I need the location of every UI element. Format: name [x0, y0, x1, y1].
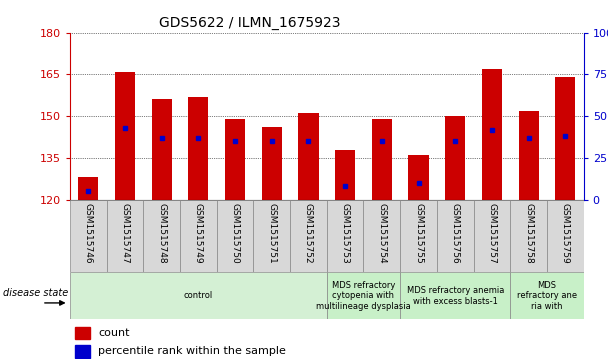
Bar: [547, 200, 584, 272]
Text: MDS refractory anemia
with excess blasts-1: MDS refractory anemia with excess blasts…: [407, 286, 504, 306]
Text: GSM1515748: GSM1515748: [157, 203, 166, 264]
Bar: [474, 200, 510, 272]
Bar: [290, 200, 327, 272]
Bar: [70, 200, 106, 272]
Text: GSM1515756: GSM1515756: [451, 203, 460, 264]
Bar: [327, 200, 364, 272]
Bar: [188, 97, 209, 200]
Text: GSM1515752: GSM1515752: [304, 203, 313, 264]
Bar: [115, 72, 135, 200]
Bar: [225, 119, 245, 200]
Text: percentile rank within the sample: percentile rank within the sample: [98, 346, 286, 356]
Bar: [400, 200, 437, 272]
Bar: [261, 127, 282, 200]
Bar: [70, 272, 327, 319]
Bar: [151, 99, 171, 200]
Bar: [78, 178, 98, 200]
Text: GSM1515759: GSM1515759: [561, 203, 570, 264]
Title: GDS5622 / ILMN_1675923: GDS5622 / ILMN_1675923: [159, 16, 340, 30]
Bar: [519, 111, 539, 200]
Bar: [437, 200, 474, 272]
Bar: [445, 116, 465, 200]
Text: disease state: disease state: [3, 289, 68, 298]
Text: GSM1515753: GSM1515753: [340, 203, 350, 264]
Bar: [409, 155, 429, 200]
Bar: [180, 200, 216, 272]
Text: GSM1515751: GSM1515751: [268, 203, 276, 264]
Bar: [364, 200, 400, 272]
Bar: [335, 150, 355, 200]
Bar: [216, 200, 254, 272]
Bar: [75, 345, 91, 358]
Bar: [510, 272, 584, 319]
Bar: [75, 327, 91, 339]
Text: GSM1515757: GSM1515757: [488, 203, 497, 264]
Text: GSM1515749: GSM1515749: [194, 203, 203, 264]
Text: GSM1515746: GSM1515746: [84, 203, 93, 264]
Bar: [254, 200, 290, 272]
Text: count: count: [98, 328, 130, 338]
Text: GSM1515755: GSM1515755: [414, 203, 423, 264]
Bar: [143, 200, 180, 272]
Text: GSM1515747: GSM1515747: [120, 203, 130, 264]
Bar: [510, 200, 547, 272]
Text: GSM1515750: GSM1515750: [230, 203, 240, 264]
Text: GSM1515754: GSM1515754: [378, 203, 386, 264]
Bar: [482, 69, 502, 200]
Text: MDS refractory
cytopenia with
multilineage dysplasia: MDS refractory cytopenia with multilinea…: [316, 281, 411, 311]
Bar: [327, 272, 400, 319]
Text: GSM1515758: GSM1515758: [524, 203, 533, 264]
Bar: [371, 119, 392, 200]
Bar: [299, 113, 319, 200]
Text: control: control: [184, 291, 213, 300]
Bar: [400, 272, 510, 319]
Bar: [555, 77, 575, 200]
Text: MDS
refractory ane
ria with: MDS refractory ane ria with: [517, 281, 577, 311]
Bar: [106, 200, 143, 272]
